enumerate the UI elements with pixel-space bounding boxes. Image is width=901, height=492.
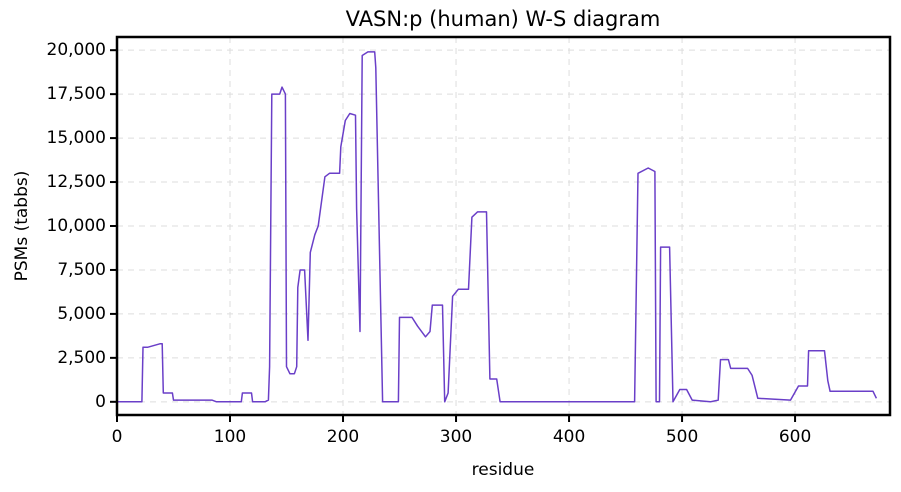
x-axis-label: residue (472, 460, 535, 480)
y-tick-label: 17,500 (47, 84, 106, 104)
plot-frame (115, 35, 892, 417)
data-line (117, 51, 878, 403)
y-tick-label: 5,000 (57, 304, 106, 324)
y-tick-label: 12,500 (47, 172, 106, 192)
y-tick-label: 10,000 (47, 216, 106, 236)
y-tick-label: 15,000 (47, 128, 106, 148)
x-tick-label: 0 (112, 427, 123, 447)
x-tick-label: 200 (327, 427, 359, 447)
y-tick-label: 0 (95, 392, 106, 412)
y-tick-label: 2,500 (57, 348, 106, 368)
chart-title: VASN:p (human) W-S diagram (346, 7, 661, 31)
x-tick-label: 300 (440, 427, 472, 447)
x-tick-label: 400 (553, 427, 585, 447)
x-tick-label: 100 (214, 427, 246, 447)
y-axis-label: PSMs (tabbs) (12, 171, 32, 282)
y-tick-label: 20,000 (47, 40, 106, 60)
x-tick-label: 500 (666, 427, 698, 447)
x-tick-label: 600 (779, 427, 811, 447)
y-tick-label: 7,500 (57, 260, 106, 280)
